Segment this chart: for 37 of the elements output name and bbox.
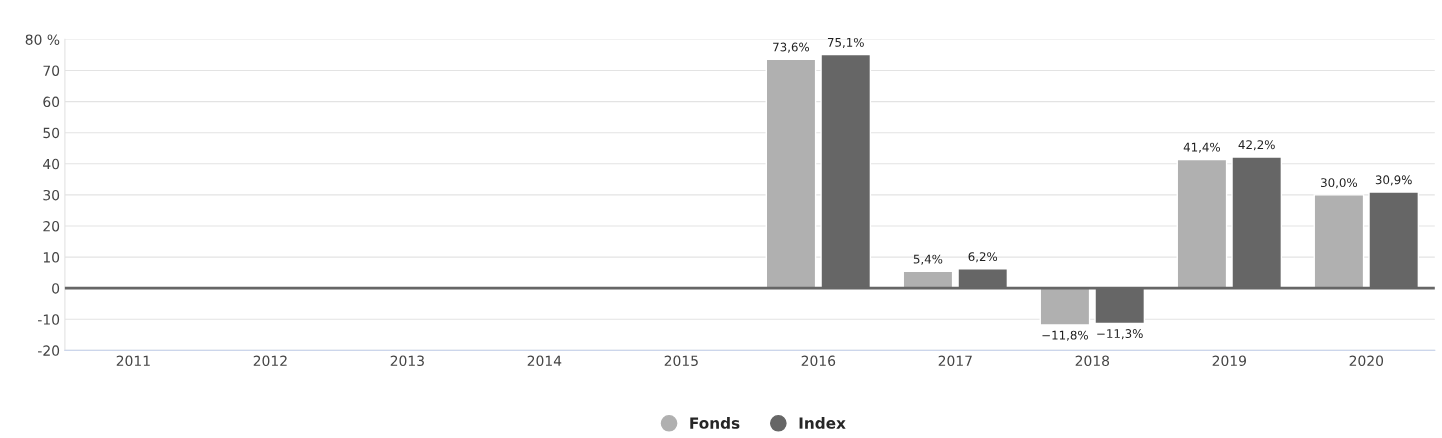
y-tick-label: 20 xyxy=(43,220,60,232)
data-label: 75,1% xyxy=(827,37,864,49)
x-tick-label: 2012 xyxy=(253,355,287,367)
data-label: 42,2% xyxy=(1238,140,1275,151)
bar xyxy=(1313,194,1365,289)
y-tick-label: 0 xyxy=(52,283,60,294)
data-label: 30,9% xyxy=(1375,175,1412,186)
y-tick-label: 30 xyxy=(43,189,60,201)
y-tick-label: -10 xyxy=(38,314,60,325)
x-tick-label: 2019 xyxy=(1212,355,1246,367)
y-tick-label: 50 xyxy=(43,127,60,139)
x-tick-label: 2014 xyxy=(527,355,562,367)
x-tick-label: 2017 xyxy=(938,355,972,367)
x-tick-label: 2016 xyxy=(801,355,836,367)
data-label: 5,4% xyxy=(913,254,943,265)
data-label: 30,0% xyxy=(1321,178,1357,189)
y-tick-label: -20 xyxy=(38,345,60,356)
data-label: 73,6% xyxy=(773,42,810,53)
x-tick-label: 2013 xyxy=(390,355,424,367)
x-tick-label: 2018 xyxy=(1075,355,1110,367)
y-tick-label: 40 xyxy=(43,158,60,170)
y-tick-label: 70 xyxy=(43,65,60,76)
y-tick-label: 10 xyxy=(43,252,60,263)
data-label: 6,2% xyxy=(968,252,998,263)
data-label: −11,3% xyxy=(1097,329,1143,340)
bar xyxy=(765,58,817,289)
y-tick-label: 60 xyxy=(43,96,60,108)
x-tick-label: 2015 xyxy=(664,355,698,367)
x-tick-label: 2020 xyxy=(1349,355,1384,367)
legend-label: Index xyxy=(799,417,846,429)
y-tick-label: 80 % xyxy=(25,34,60,45)
bar xyxy=(1176,158,1228,289)
bar xyxy=(1039,287,1091,326)
data-label: 41,4% xyxy=(1183,142,1221,153)
x-tick-label: 2011 xyxy=(116,355,150,367)
data-label: −11,8% xyxy=(1042,330,1088,341)
legend-label: Fonds xyxy=(690,417,740,429)
